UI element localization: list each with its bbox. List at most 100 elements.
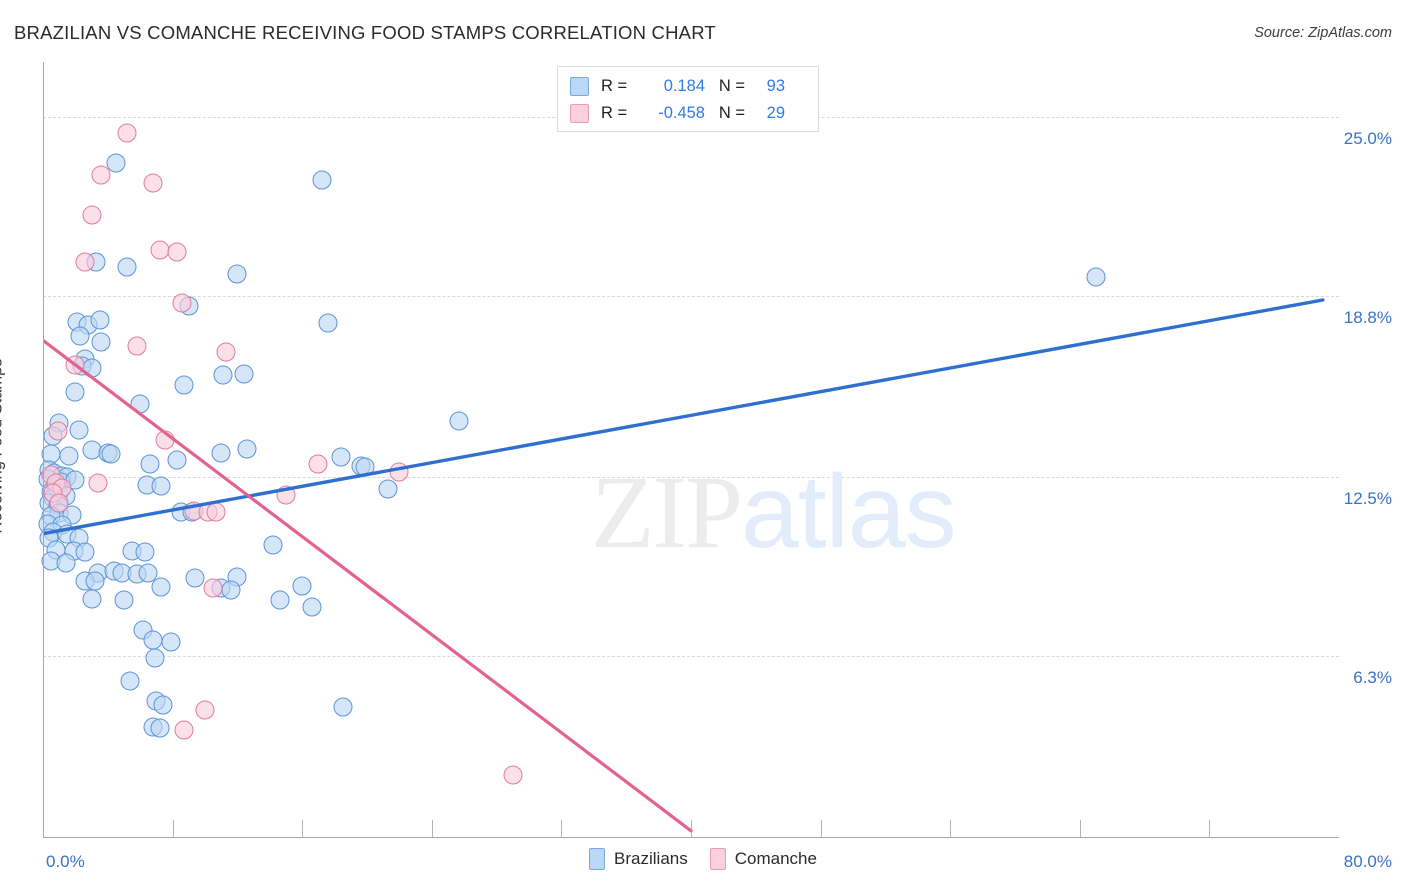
- scatter-point-comanche: [503, 765, 523, 785]
- legend-label-brazilians: Brazilians: [614, 849, 688, 868]
- scatter-point-brazilians: [151, 577, 171, 597]
- scatter-point-brazilians: [75, 542, 95, 562]
- scatter-point-comanche: [206, 502, 226, 522]
- scatter-point-brazilians: [213, 365, 233, 385]
- source-label: Source: ZipAtlas.com: [1254, 25, 1392, 41]
- scatter-point-brazilians: [292, 576, 312, 596]
- scatter-point-brazilians: [130, 394, 150, 414]
- legend-swatch-comanche: [709, 848, 726, 870]
- scatter-point-comanche: [216, 342, 236, 362]
- x-axis-tick: [950, 820, 952, 838]
- scatter-point-brazilians: [449, 411, 469, 431]
- stats-swatch-brazilians: [570, 77, 589, 96]
- scatter-point-brazilians: [117, 257, 137, 277]
- x-axis-tick: [1209, 820, 1211, 838]
- scatter-point-brazilians: [263, 535, 283, 555]
- scatter-point-brazilians: [161, 632, 181, 652]
- page-title: BRAZILIAN VS COMANCHE RECEIVING FOOD STA…: [14, 22, 716, 43]
- stats-n-label: N =: [718, 77, 745, 95]
- gridline: [43, 656, 1339, 658]
- stats-row: R = -0.458 N = 29: [570, 100, 808, 127]
- scatter-point-brazilians: [211, 443, 231, 463]
- scatter-point-comanche: [48, 421, 68, 441]
- scatter-point-brazilians: [151, 476, 171, 496]
- scatter-point-brazilians: [355, 457, 375, 477]
- scatter-point-brazilians: [85, 571, 105, 591]
- scatter-point-brazilians: [59, 446, 79, 466]
- scatter-point-comanche: [127, 336, 147, 356]
- scatter-point-comanche: [195, 700, 215, 720]
- y-axis-tick-label: 6.3%: [1353, 668, 1392, 688]
- gridline: [43, 295, 1339, 297]
- scatter-point-brazilians: [237, 439, 257, 459]
- scatter-point-brazilians: [318, 313, 338, 333]
- scatter-point-brazilians: [227, 264, 247, 284]
- x-axis-tick: [172, 820, 174, 838]
- scatter-point-brazilians: [150, 718, 170, 738]
- scatter-point-comanche: [203, 578, 223, 598]
- scatter-point-comanche: [117, 123, 137, 143]
- scatter-point-comanche: [88, 473, 108, 493]
- stats-row: R = 0.184 N = 93: [570, 73, 808, 100]
- scatter-point-comanche: [308, 454, 328, 474]
- x-axis-tick: [302, 820, 304, 838]
- x-axis-tick: [820, 820, 822, 838]
- scatter-point-brazilians: [153, 695, 173, 715]
- scatter-point-brazilians: [56, 553, 76, 572]
- y-axis-title: Receiving Food Stamps: [0, 358, 6, 534]
- scatter-point-brazilians: [333, 697, 353, 717]
- scatter-point-comanche: [91, 165, 111, 184]
- scatter-point-brazilians: [106, 153, 126, 173]
- scatter-point-brazilians: [167, 450, 187, 470]
- scatter-point-brazilians: [1086, 267, 1106, 287]
- x-axis-line: [43, 837, 1339, 838]
- scatter-point-comanche: [150, 240, 170, 259]
- legend-item-comanche[interactable]: Comanche: [709, 848, 817, 870]
- scatter-point-brazilians: [378, 479, 398, 499]
- correlation-stats-box: R = 0.184 N = 93 R = -0.458 N = 29: [557, 66, 819, 132]
- x-axis-tick: [561, 820, 563, 838]
- x-axis-max-label: 80.0%: [1343, 852, 1392, 871]
- scatter-point-comanche: [155, 430, 174, 450]
- scatter-point-comanche: [167, 242, 187, 262]
- scatter-point-brazilians: [143, 630, 163, 650]
- y-axis-line: [43, 62, 44, 838]
- scatter-point-comanche: [174, 720, 194, 740]
- scatter-point-brazilians: [270, 590, 290, 610]
- x-axis-tick: [691, 820, 692, 838]
- scatter-point-comanche: [172, 293, 192, 313]
- scatter-point-comanche: [276, 485, 296, 505]
- x-axis-tick: [1079, 820, 1081, 838]
- scatter-point-brazilians: [65, 382, 85, 402]
- scatter-point-brazilians: [91, 332, 111, 352]
- stats-swatch-comanche: [570, 104, 589, 123]
- series-legend: Brazilians Comanche: [0, 848, 1406, 870]
- x-axis-tick: [431, 820, 433, 838]
- scatter-point-brazilians: [331, 447, 351, 467]
- scatter-point-brazilians: [302, 597, 322, 617]
- stats-r-label: R =: [601, 77, 628, 95]
- scatter-point-brazilians: [221, 580, 241, 600]
- plot-area: ZIPatlas: [38, 62, 1339, 838]
- scatter-point-brazilians: [185, 568, 205, 588]
- y-axis-tick-label: 12.5%: [1343, 489, 1392, 509]
- stats-n-value: 93: [766, 77, 785, 95]
- legend-label-comanche: Comanche: [734, 849, 817, 868]
- scatter-point-brazilians: [82, 358, 102, 378]
- scatter-point-comanche: [75, 252, 95, 272]
- stats-r-value: 0.184: [663, 77, 705, 95]
- legend-item-brazilians[interactable]: Brazilians: [589, 848, 688, 870]
- scatter-point-brazilians: [234, 364, 254, 384]
- scatter-point-brazilians: [312, 170, 332, 190]
- scatter-point-comanche: [143, 173, 163, 193]
- scatter-point-comanche: [82, 205, 102, 225]
- scatter-point-brazilians: [70, 326, 90, 346]
- scatter-point-brazilians: [145, 648, 165, 668]
- stats-n-value: 29: [766, 104, 785, 122]
- scatter-point-brazilians: [114, 590, 134, 610]
- scatter-point-brazilians: [90, 310, 110, 330]
- x-axis-min-label: 0.0%: [46, 852, 85, 871]
- scatter-point-comanche: [65, 355, 85, 375]
- gridline: [43, 477, 1339, 479]
